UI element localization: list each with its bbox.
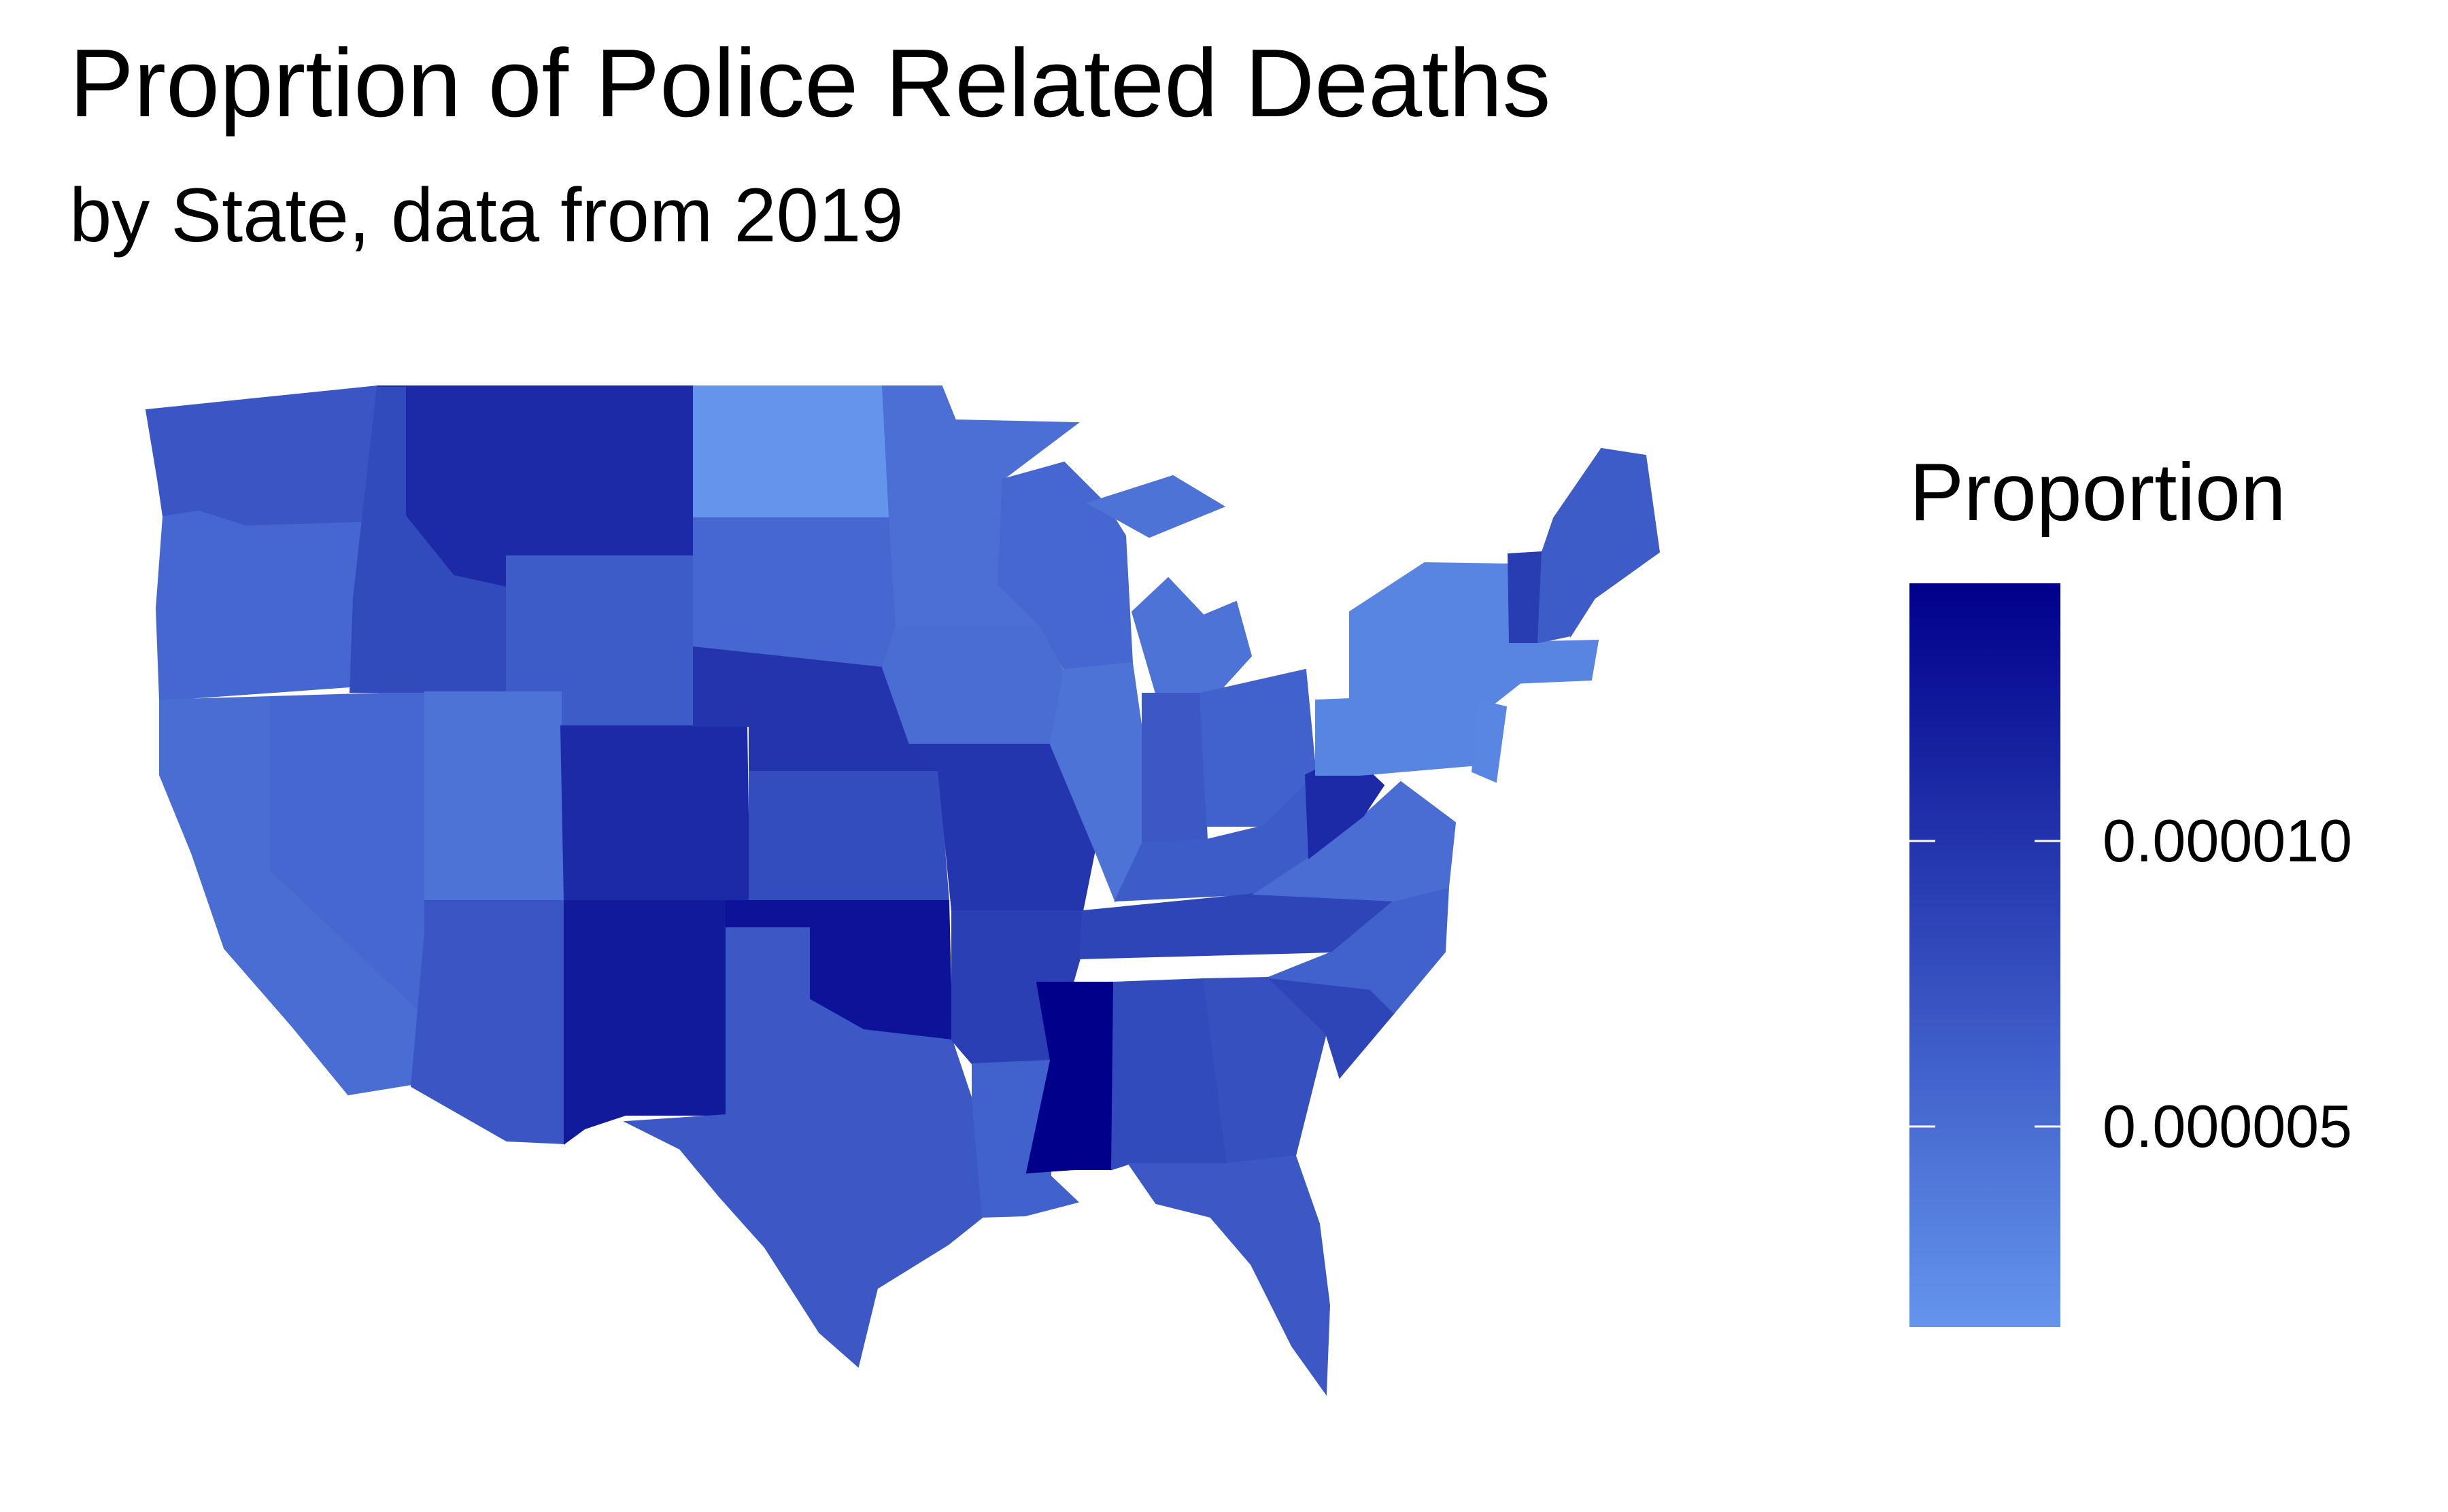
- state-ny: [1349, 562, 1521, 715]
- map-subtitle: by State, data from 2019: [69, 173, 904, 258]
- state-in: [1142, 693, 1208, 844]
- state-wa: [145, 385, 378, 528]
- state-va: [1252, 780, 1457, 902]
- state-nd: [693, 385, 891, 519]
- state-fl: [1127, 1154, 1331, 1396]
- legend-tick-label: 0.000010: [2103, 806, 2353, 874]
- legend-tick-mark-left: [1909, 1125, 1935, 1128]
- state-ks: [749, 771, 950, 901]
- us-state-map: [145, 385, 1661, 1396]
- legend-tick-label: 0.000005: [2103, 1093, 2353, 1161]
- state-me: [1552, 447, 1661, 638]
- legend-color-bar: [1909, 583, 2060, 1327]
- state-ma: [1508, 639, 1599, 685]
- state-nj: [1471, 699, 1508, 783]
- map-title: Proprtion of Police Related Deaths: [69, 29, 1551, 137]
- legend-tick-mark-right: [2035, 840, 2060, 842]
- state-sd: [693, 517, 898, 669]
- state-ia: [881, 625, 1066, 745]
- legend-tick-mark-right: [2035, 1125, 2060, 1128]
- legend-title: Proportion: [1909, 447, 2286, 538]
- state-nm: [564, 900, 727, 1145]
- state-or: [155, 510, 379, 702]
- legend-tick-mark-left: [1909, 840, 1935, 842]
- state-tx: [623, 927, 984, 1368]
- state-ga: [1202, 976, 1327, 1165]
- state-vt: [1507, 551, 1544, 643]
- state-az: [410, 900, 565, 1145]
- state-co: [560, 725, 751, 901]
